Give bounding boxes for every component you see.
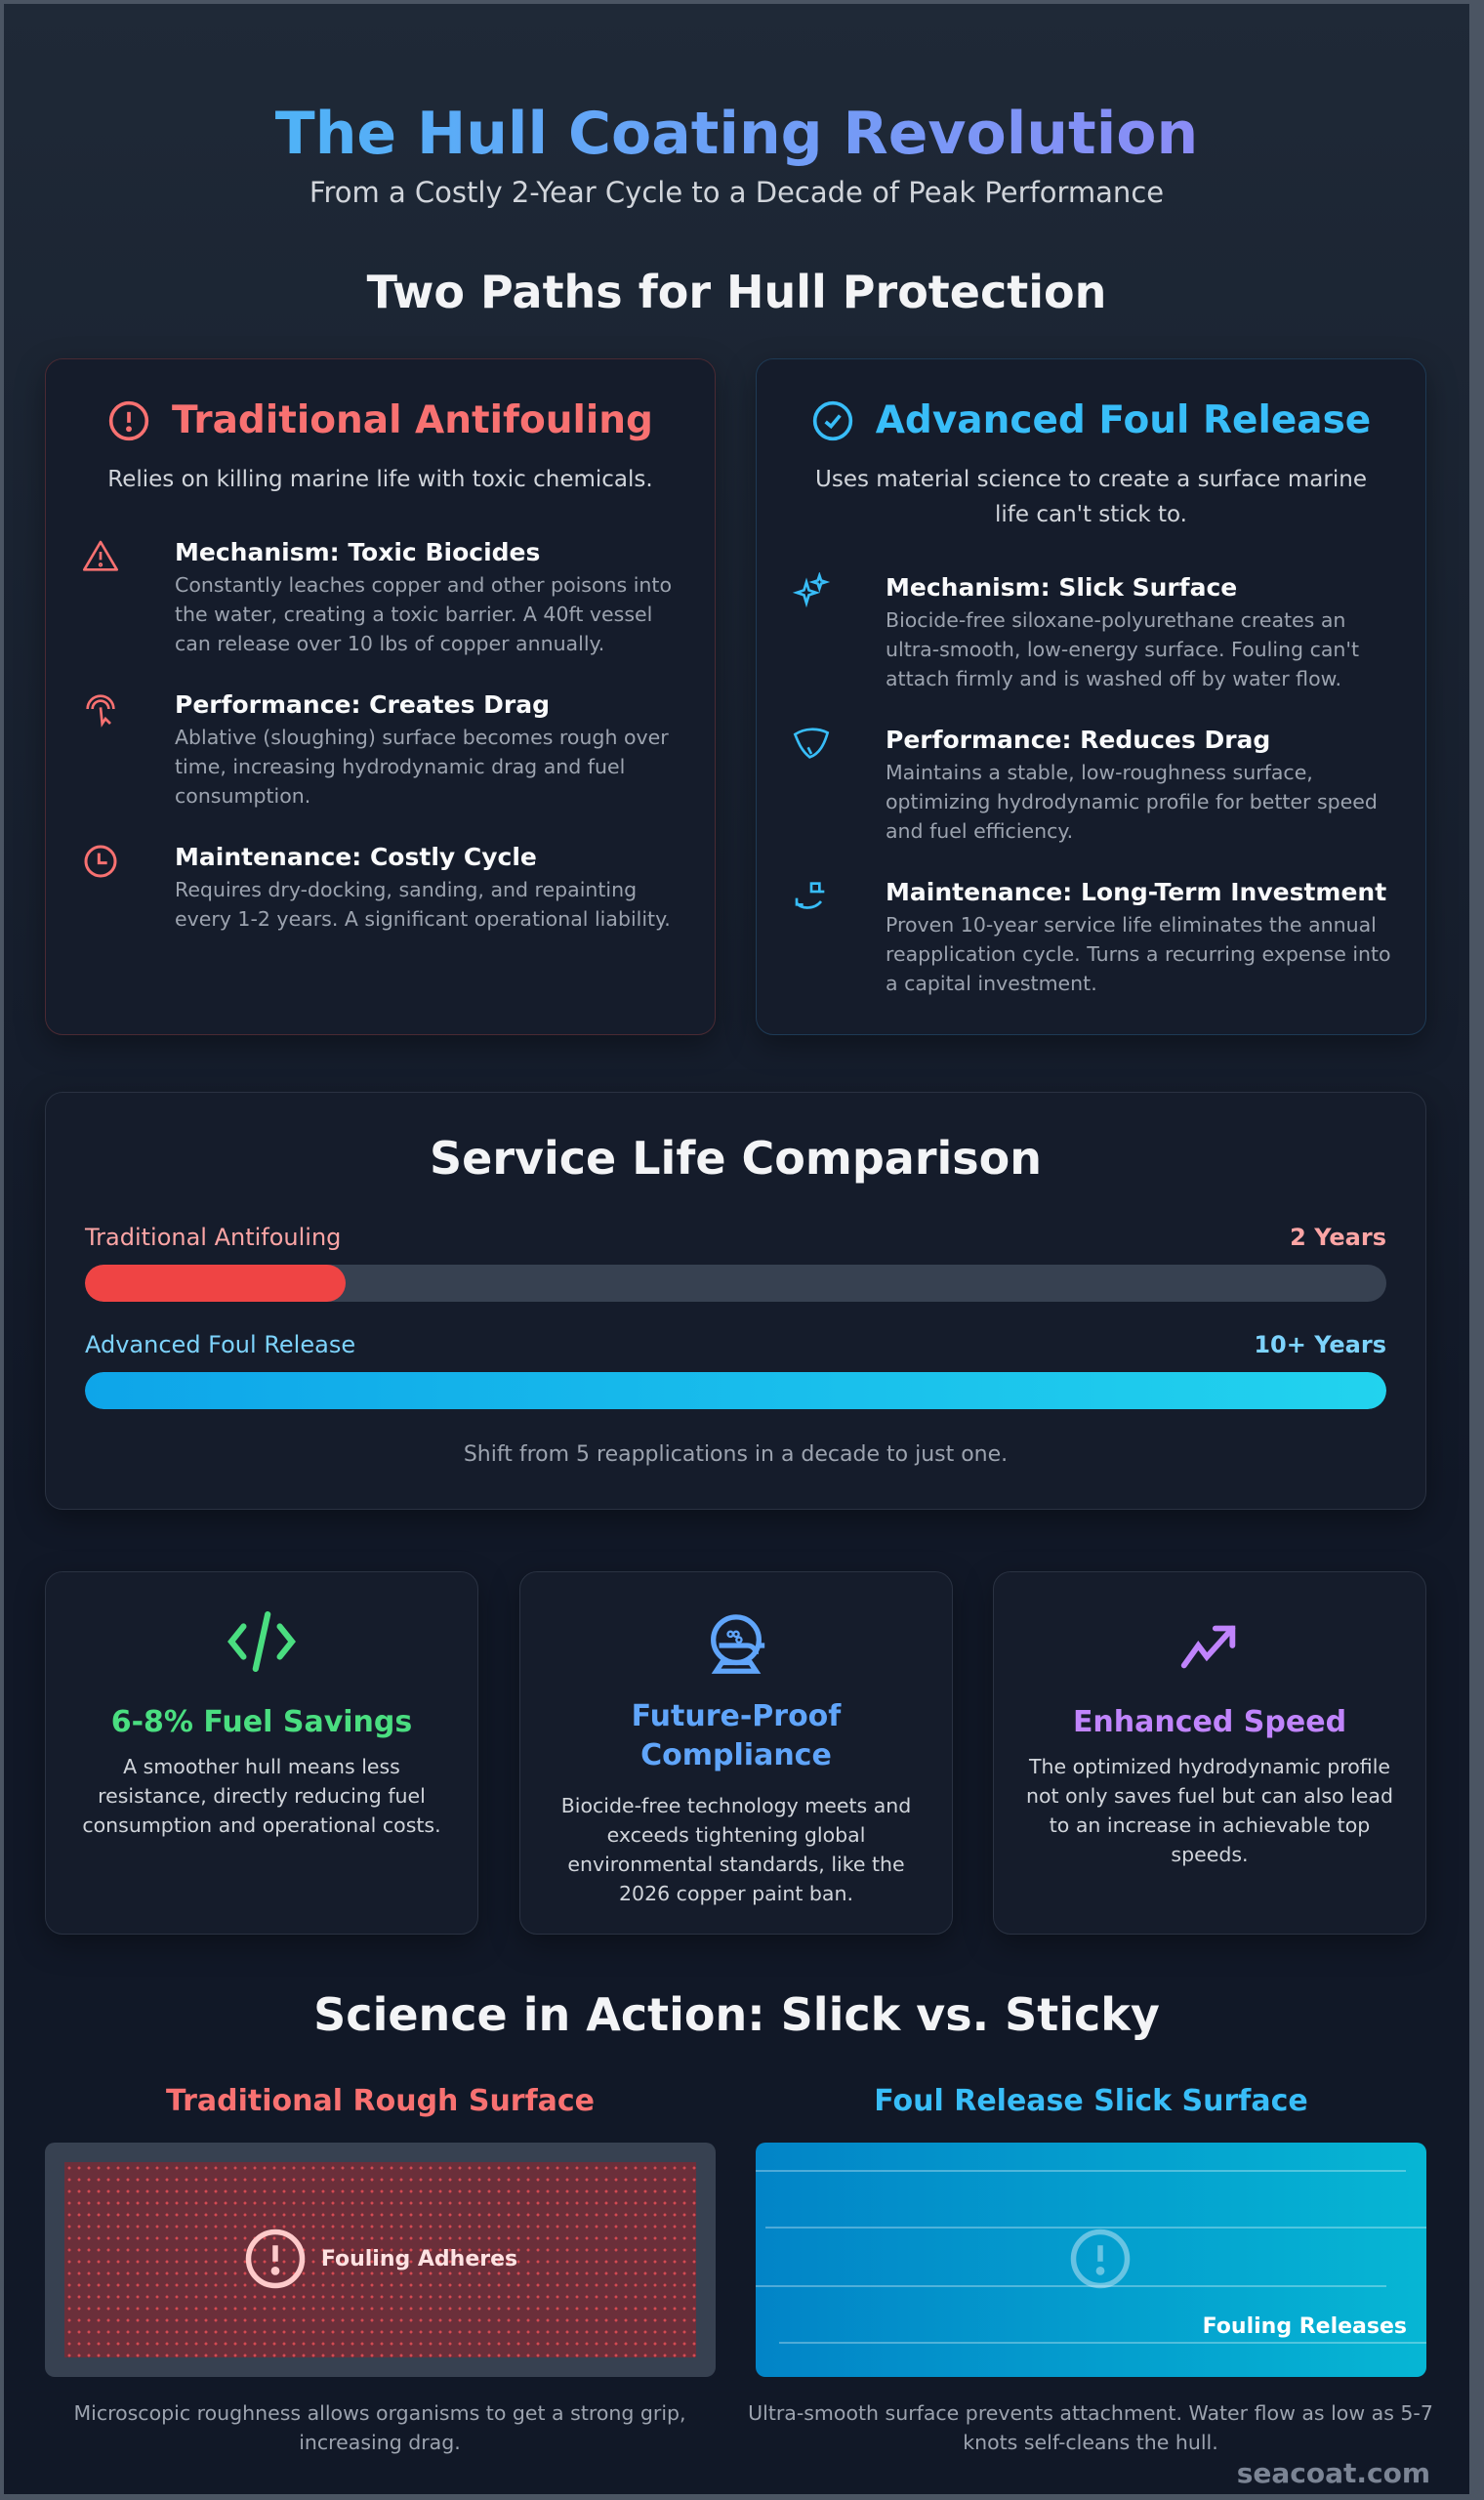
page-title: The Hull Coating Revolution [274,100,1199,168]
bar-label-advanced: Advanced Foul Release [85,1331,356,1358]
advanced-card: Advanced Foul Release Uses material scie… [756,358,1426,1035]
service-life-heading: Service Life Comparison [430,1132,1042,1185]
flow-line [756,2170,1406,2172]
helmet-icon [711,1614,765,1674]
page-subtitle: From a Costly 2-Year Cycle to a Decade o… [309,176,1165,209]
traditional-title: Traditional Antifouling [172,398,653,442]
service-life-footnote: Shift from 5 reapplications in a decade … [463,1442,1009,1467]
service-life-card: Service Life Comparison Traditional Anti… [45,1092,1426,1510]
traditional-description: Relies on killing marine life with toxic… [107,467,653,492]
advanced-description: Uses material science to create a surfac… [815,467,1367,527]
rough-surface-caption: Microscopic roughness allows organisms t… [73,2401,686,2454]
check-circle-icon [812,400,852,440]
trending-up-icon [1180,1625,1236,1669]
rough-surface-title: Traditional Rough Surface [165,2084,596,2118]
flow-line [756,2285,1386,2287]
section-heading-science: Science in Action: Slick vs. Sticky [313,1988,1160,2041]
progress-fill-traditional [85,1265,346,1302]
progress-fill-advanced [85,1372,1386,1409]
sparkles-icon [792,572,831,608]
rough-surface-visual: Fouling Adheres [45,2143,716,2377]
page: The Hull Coating Revolution From a Costl… [4,4,1469,2494]
benefit-card-compliance: Future-Proof Compliance Biocide-free tec… [519,1571,953,1935]
alert-circle-icon [108,400,149,440]
traditional-item: Maintenance: Costly Cycle Requires dry-d… [81,842,691,934]
advanced-item: Performance: Reduces Drag Maintains a st… [792,725,1402,846]
rough-texture [64,2162,696,2357]
traditional-item: Mechanism: Toxic Biocides Constantly lea… [81,537,691,658]
bar-value-advanced: 10+ Years [1254,1331,1386,1358]
clock-icon [84,845,117,878]
touch-pointer-icon [86,694,115,728]
warning-triangle-icon [83,540,118,571]
bar-value-traditional: 2 Years [1290,1224,1386,1251]
progress-bar-traditional [85,1265,1386,1302]
hull-shape-icon [793,728,830,759]
advanced-item: Mechanism: Slick Surface Biocide-free si… [792,572,1402,693]
benefit-card-speed: Enhanced Speed The optimized hydrodynami… [993,1571,1426,1935]
alert-circle-icon [1070,2229,1131,2289]
slick-surface-title: Foul Release Slick Surface [874,2084,1308,2118]
flow-line [779,2342,1426,2344]
slick-surface-caption: Ultra-smooth surface prevents attachment… [748,2401,1433,2454]
investment-cycle-icon [795,882,825,909]
traditional-item: Performance: Creates Drag Ablative (slou… [81,689,691,811]
advanced-title: Advanced Foul Release [875,398,1372,442]
bar-label-traditional: Traditional Antifouling [85,1224,342,1251]
benefit-card-fuel: 6-8% Fuel Savings A smoother hull means … [45,1571,478,1935]
fouling-releases-label: Fouling Releases [1202,2314,1407,2339]
progress-bar-advanced [85,1372,1386,1409]
flow-line [765,2227,1426,2229]
alert-circle-icon [245,2229,306,2289]
slick-surface-visual: Fouling Releases [756,2143,1426,2377]
section-heading-paths: Two Paths for Hull Protection [366,266,1107,318]
code-icon [227,1611,296,1672]
traditional-card: Traditional Antifouling Relies on killin… [45,358,716,1035]
fouling-adheres-label: Fouling Adheres [320,2246,518,2271]
advanced-item: Maintenance: Long-Term Investment Proven… [792,877,1402,998]
watermark: seacoat.com [1236,2457,1430,2489]
